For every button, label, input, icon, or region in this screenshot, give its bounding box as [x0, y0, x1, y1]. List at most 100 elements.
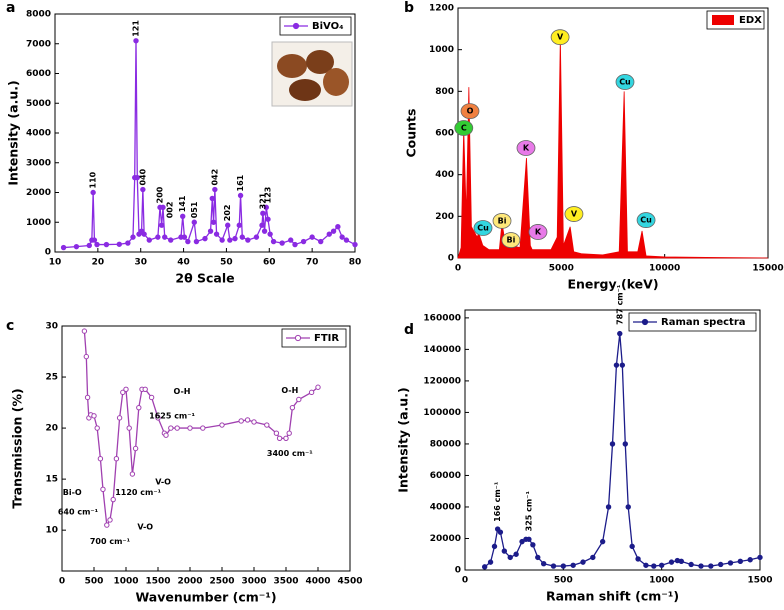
y-tick-label: 7000 — [26, 39, 51, 49]
point — [292, 241, 298, 248]
x-axis-label: Energy (keV) — [567, 277, 658, 292]
x-tick-label: 0 — [462, 576, 468, 586]
point — [81, 328, 88, 334]
point — [283, 435, 289, 441]
annotation: V-O — [137, 523, 153, 532]
point — [264, 422, 270, 428]
point — [134, 174, 140, 181]
point — [688, 561, 694, 568]
point — [238, 418, 244, 424]
panel-label: b — [404, 0, 414, 16]
x-tick-label: 0 — [59, 577, 65, 587]
annotation: C — [461, 124, 467, 133]
point — [148, 394, 155, 401]
annotation: 161 — [236, 174, 245, 191]
point — [60, 244, 67, 251]
point — [737, 558, 744, 565]
point — [232, 235, 238, 242]
point — [94, 241, 100, 248]
point — [580, 559, 586, 565]
annotation: Bi — [498, 216, 507, 225]
y-tick-label: 4000 — [26, 129, 51, 139]
legend-label: FTIR — [314, 333, 339, 344]
annotation: 321 — [258, 192, 267, 209]
point — [136, 404, 142, 411]
point — [251, 419, 257, 425]
point — [540, 560, 547, 567]
point — [146, 237, 152, 243]
y-tick-label: 100000 — [423, 408, 461, 418]
annotation: 1625 cm⁻¹ — [149, 411, 195, 420]
y-axis-label: Intensity (a.u.) — [6, 80, 21, 185]
x-tick-label: 50 — [220, 258, 233, 268]
annotation: 1120 cm⁻¹ — [115, 488, 161, 497]
annotation: V — [571, 210, 578, 219]
annotation: 200 — [156, 186, 165, 203]
point — [130, 234, 136, 240]
point — [209, 195, 215, 202]
point — [155, 415, 161, 421]
x-tick-label: 3500 — [273, 577, 298, 587]
point — [244, 417, 251, 423]
y-tick-label: 6000 — [26, 69, 51, 79]
point — [487, 559, 494, 565]
point — [155, 234, 161, 240]
annotation: 141 — [178, 195, 187, 212]
point — [160, 204, 166, 211]
x-tick-label: 4500 — [337, 577, 362, 587]
point — [141, 231, 147, 237]
point — [86, 242, 92, 249]
point — [219, 237, 225, 243]
point — [107, 517, 113, 523]
point — [110, 496, 116, 503]
point — [140, 186, 146, 193]
point — [625, 504, 631, 510]
x-tick-label: 1000 — [649, 576, 674, 586]
point — [168, 425, 174, 431]
legend-marker — [292, 22, 300, 30]
point — [94, 425, 100, 431]
y-tick-label: 10 — [45, 526, 58, 536]
point — [213, 231, 220, 237]
x-axis-label: Raman shift (cm⁻¹) — [546, 589, 679, 604]
point — [270, 238, 277, 245]
y-tick-label: 15 — [45, 475, 58, 485]
y-tick-label: 0 — [45, 248, 51, 258]
point — [142, 386, 148, 392]
legend-label: Raman spectra — [661, 317, 746, 328]
point — [219, 422, 225, 428]
point — [481, 564, 488, 570]
point — [97, 456, 104, 462]
annotation: O-H — [281, 386, 298, 395]
legend-box — [281, 328, 347, 348]
annotation: Bi — [506, 236, 515, 245]
x-tick-label: 2000 — [177, 577, 202, 587]
point — [318, 238, 324, 245]
x-axis-label: 2θ Scale — [175, 271, 234, 286]
point — [507, 554, 513, 561]
annotation: 700 cm⁻¹ — [90, 537, 131, 546]
point — [116, 241, 122, 247]
y-axis-label: Transmission (%) — [10, 388, 25, 508]
point — [263, 204, 269, 211]
annotation: 110 — [89, 171, 98, 188]
point — [530, 542, 536, 548]
annotation: 040 — [138, 168, 147, 185]
point — [227, 237, 233, 243]
point — [513, 551, 519, 557]
point — [330, 228, 337, 234]
y-axis-label: Intensity (a.u.) — [396, 387, 411, 492]
x-tick-label: 20 — [92, 258, 105, 268]
annotation: Bi-O — [63, 488, 82, 497]
legend-marker — [294, 334, 302, 342]
y-tick-label: 120000 — [423, 376, 461, 386]
y-tick-label: 400 — [435, 170, 454, 180]
y-tick-label: 0 — [455, 566, 461, 576]
annotation: V-O — [155, 478, 171, 487]
point — [629, 543, 635, 550]
seed — [289, 79, 321, 101]
point — [91, 237, 98, 243]
point — [343, 237, 350, 243]
panel-label: d — [404, 322, 414, 338]
point — [113, 456, 120, 462]
